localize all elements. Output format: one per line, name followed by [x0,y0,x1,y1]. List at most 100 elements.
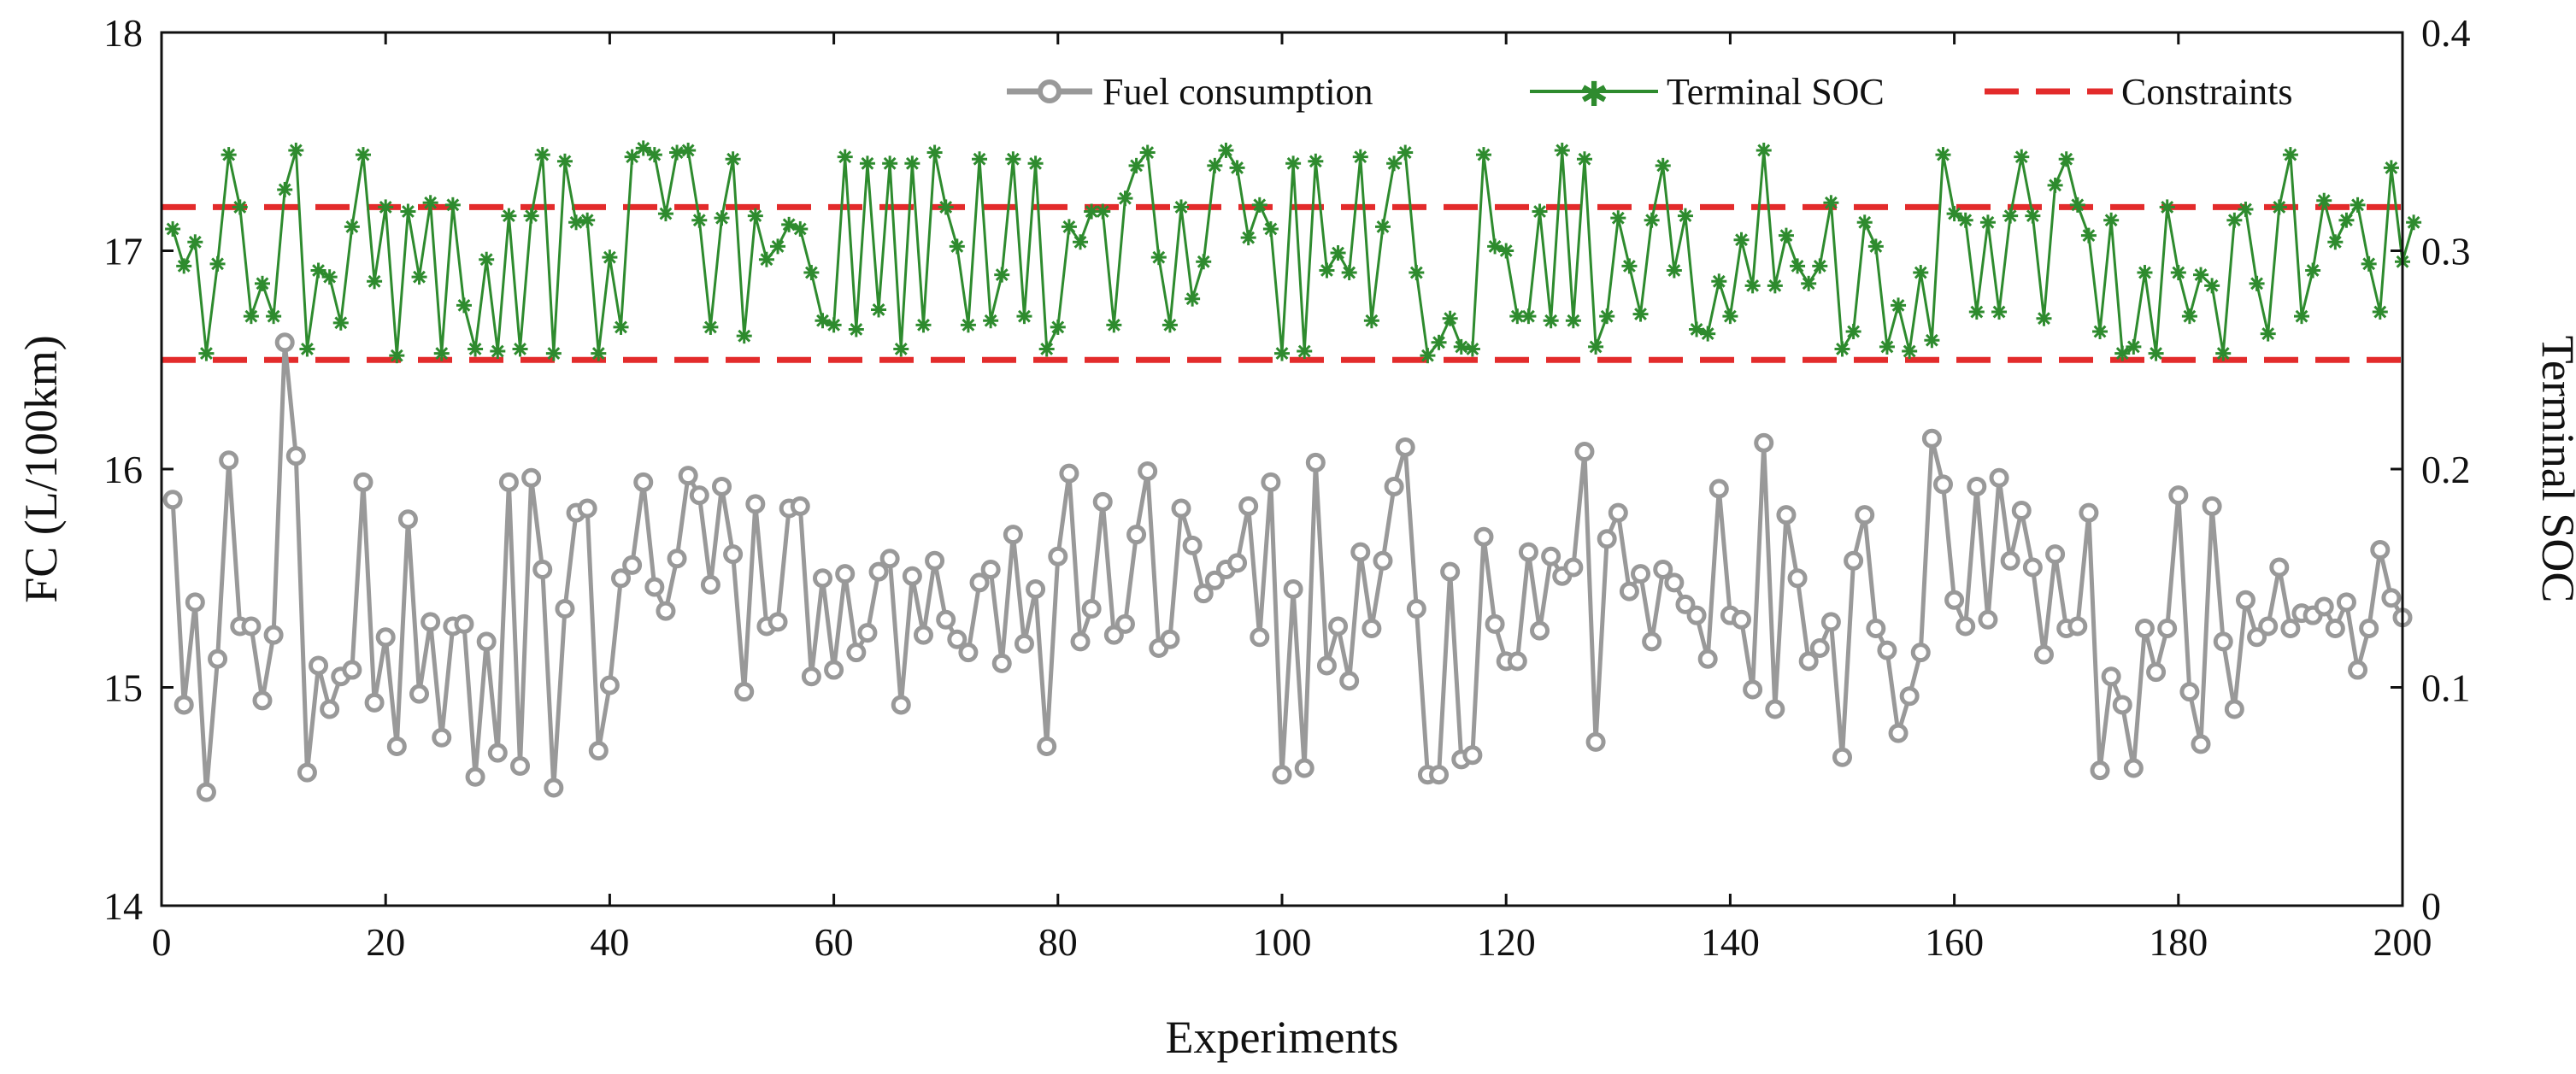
x-tick-label: 40 [590,920,629,964]
x-tick-label: 100 [1253,920,1312,964]
terminal-soc-point [915,317,932,333]
fuel-consumption-point [1350,542,1371,562]
terminal-soc-point [411,269,427,285]
fuel-consumption-point [1261,472,1281,492]
y-axis-left: 14 15 16 17 18 [103,11,173,928]
terminal-soc-point [1475,147,1491,163]
fuel-consumption-point [2134,619,2155,639]
terminal-soc-point [1117,191,1133,207]
fuel-consumption-point [2325,619,2345,639]
fuel-consumption-point [432,727,452,748]
fuel-consumption-point [902,566,922,586]
terminal-soc-point [1453,338,1469,355]
fuel-consumption-point [824,660,844,680]
fuel-consumption-point [1563,557,1584,578]
terminal-soc-point [1790,258,1806,274]
fuel-consumption-point [2314,596,2334,617]
fuel-consumption-point [1126,525,1147,545]
terminal-soc-point [747,208,763,224]
fuel-consumption-point [532,560,553,580]
terminal-soc-point [2383,160,2399,176]
fuel-consumption-point [1888,723,1908,743]
fuel-consumption-point [544,778,564,798]
terminal-soc-point [1632,306,1649,322]
fuel-consumption-point [1585,731,1606,752]
terminal-soc-point [2159,199,2175,215]
fuel-consumption-point [1541,546,1561,566]
fuel-consumption-point [274,332,295,353]
fuel-consumption-point [588,741,609,761]
terminal-soc-point [534,147,550,163]
fuel-consumption-point [1138,461,1158,482]
fuel-consumption-point [263,625,284,645]
fuel-consumption-point [1037,736,1057,756]
legend-item-terminal-soc: ✱ Terminal SOC [1530,71,1885,114]
fuel-consumption-point [241,616,262,637]
fuel-consumption-point [1978,609,1998,630]
fuel-consumption-point [1765,699,1785,719]
fuel-consumption-point [723,544,744,565]
terminal-soc-point [2080,227,2097,244]
terminal-soc-point [1711,273,1727,290]
terminal-soc-point [1902,343,1918,360]
terminal-soc-point [2260,326,2276,342]
x-tick-label: 20 [366,920,405,964]
terminal-soc-point [2092,324,2108,340]
fuel-consumption-point [2045,544,2066,565]
terminal-soc-point [456,297,472,314]
terminal-soc-point [221,147,237,163]
terminal-soc-point [1139,144,1156,161]
legend-soc-marker: ✱ [1579,75,1609,114]
fuel-consumption-point [1709,478,1729,499]
y2-tick-label: 0 [2421,884,2441,928]
fuel-consumption-point [1653,560,1673,580]
x-tick-label: 140 [1701,920,1760,964]
terminal-soc-point [1498,243,1514,259]
fuel-consumption-point [633,472,654,492]
terminal-soc-point [1464,341,1480,357]
terminal-soc-point [2294,308,2310,325]
terminal-soc-point [1285,156,1302,172]
terminal-soc-point [657,206,673,222]
fuel-consumption-point [891,695,911,715]
terminal-soc-point [758,251,774,267]
fuel-consumption-point [1081,599,1102,619]
fuel-consumption-point [1832,747,1852,767]
fuel-consumption-point [913,625,933,645]
terminal-soc-point [736,328,752,344]
fuel-consumption-point [2191,734,2211,754]
fuel-consumption-point [2202,496,2222,516]
terminal-soc-point [2316,192,2332,208]
terminal-soc-point [960,317,976,333]
terminal-soc-point [299,341,315,357]
terminal-soc-point [983,313,999,329]
fuel-consumption-point [521,467,542,488]
fuel-consumption-point [219,450,239,471]
fuel-consumption-point [801,666,821,687]
terminal-soc-point [2271,199,2287,215]
terminal-soc-point [490,343,506,360]
y-tick-label: 15 [103,666,143,710]
fuel-consumption-point [1944,590,1965,610]
terminal-soc-point [1229,160,1245,176]
fuel-consumption-point [1182,535,1203,555]
terminal-soc-point [691,212,708,228]
fuel-consumption-point [1820,612,1841,632]
fuel-consumption-point [2359,619,2379,639]
terminal-soc-point [725,151,741,167]
fuel-consumption-series [162,332,2413,802]
fuel-consumption-point [1294,758,1314,778]
terminal-soc-point [512,341,528,357]
fuel-consumption-point [2022,557,2043,578]
terminal-soc-point [2025,208,2041,224]
fuel-consumption-point [1899,686,1920,707]
fuel-consumption-point [1429,765,1450,785]
fuel-consumption-point [510,755,531,776]
fuel-consumption-point [320,699,340,719]
terminal-soc-point [994,267,1010,283]
terminal-soc-point [1262,220,1279,237]
fuel-consumption-line [170,340,2405,795]
terminal-soc-point [2126,338,2142,355]
terminal-soc-point [1801,275,1817,291]
fuel-consumption-point [1967,476,1987,496]
